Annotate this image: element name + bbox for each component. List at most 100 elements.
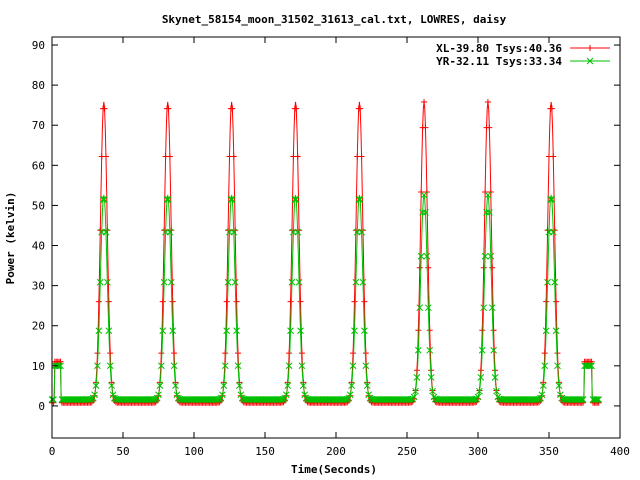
data-point xyxy=(586,362,594,370)
y-tick-label: 90 xyxy=(32,39,45,52)
data-point xyxy=(549,228,557,236)
x-tick-label: 50 xyxy=(116,445,129,458)
data-point xyxy=(548,196,556,203)
data-point xyxy=(576,396,584,403)
data-point xyxy=(284,382,292,390)
legend-label: XL-39.80 Tsys:40.36 xyxy=(436,42,562,55)
data-point xyxy=(585,362,593,370)
data-point xyxy=(548,105,555,112)
x-axis: 0 50 100 150 200 250 300 350 400 xyxy=(49,37,630,458)
data-point xyxy=(277,396,284,403)
data-point xyxy=(106,362,114,370)
data-point xyxy=(294,228,302,236)
data-point xyxy=(297,298,304,305)
data-point xyxy=(484,191,492,199)
data-point xyxy=(55,362,63,370)
data-point xyxy=(166,153,173,160)
data-point xyxy=(352,278,360,286)
data-point xyxy=(410,393,418,401)
series-2 xyxy=(48,191,603,403)
data-point xyxy=(539,382,547,390)
data-point xyxy=(233,298,240,305)
data-point xyxy=(155,391,162,399)
data-point xyxy=(413,374,421,381)
data-point xyxy=(491,374,499,381)
data-point xyxy=(153,394,161,402)
data-point xyxy=(224,278,232,286)
data-point xyxy=(89,394,97,402)
y-tick-label: 20 xyxy=(32,320,45,333)
data-point xyxy=(351,298,358,305)
data-point xyxy=(293,105,300,112)
data-point xyxy=(358,153,365,160)
data-point xyxy=(593,396,601,403)
data-point xyxy=(96,278,104,286)
data-point xyxy=(490,327,497,334)
data-point xyxy=(149,396,157,403)
data-point xyxy=(555,382,563,390)
data-point xyxy=(357,105,364,112)
data-point xyxy=(541,362,549,370)
y-tick-label: 30 xyxy=(32,280,45,293)
data-point xyxy=(348,382,355,390)
data-point xyxy=(281,394,289,402)
data-point xyxy=(91,391,98,399)
data-point xyxy=(426,327,433,334)
data-point xyxy=(299,382,307,390)
data-point xyxy=(592,396,600,403)
data-point xyxy=(288,278,296,286)
x-tick-label: 100 xyxy=(184,445,204,458)
data-point xyxy=(231,278,239,286)
data-point xyxy=(474,393,482,401)
data-point xyxy=(165,105,172,112)
data-point xyxy=(102,153,109,160)
data-point xyxy=(292,196,300,203)
data-point xyxy=(547,196,554,203)
data-point xyxy=(95,327,103,335)
data-point xyxy=(476,387,483,395)
data-point xyxy=(160,278,168,286)
data-point xyxy=(486,124,493,131)
y-tick-label: 50 xyxy=(32,199,45,212)
data-point xyxy=(415,327,422,334)
data-point xyxy=(417,252,425,260)
data-point xyxy=(85,396,93,403)
data-point xyxy=(543,298,550,305)
data-point xyxy=(538,391,546,399)
data-point xyxy=(578,396,586,403)
data-point xyxy=(297,327,304,335)
data-point xyxy=(102,228,110,236)
x-tick-label: 350 xyxy=(539,445,559,458)
data-point xyxy=(156,382,164,390)
data-point xyxy=(104,278,111,286)
data-point xyxy=(351,327,358,335)
data-point xyxy=(423,252,431,260)
data-point xyxy=(416,264,423,271)
data-point xyxy=(108,382,115,390)
data-point xyxy=(298,362,306,370)
y-tick-label: 80 xyxy=(32,79,45,92)
data-point xyxy=(170,362,178,370)
data-point xyxy=(484,98,491,105)
data-point xyxy=(223,327,231,335)
data-point xyxy=(217,394,225,402)
data-point xyxy=(99,196,107,203)
data-point xyxy=(478,346,486,354)
data-point xyxy=(101,105,108,112)
legend-label: YR-32.11 Tsys:33.34 xyxy=(436,55,562,68)
data-point xyxy=(595,396,603,403)
data-point xyxy=(223,298,230,305)
legend-marker xyxy=(586,57,594,65)
data-point xyxy=(359,278,367,286)
y-tick-label: 0 xyxy=(38,400,45,413)
y-tick-label: 70 xyxy=(32,119,45,132)
y-tick-label: 40 xyxy=(32,240,45,253)
data-point xyxy=(291,196,299,203)
data-point xyxy=(159,298,166,305)
data-point xyxy=(163,196,171,203)
data-point xyxy=(579,396,587,403)
data-point xyxy=(422,209,429,216)
data-point xyxy=(361,298,368,305)
data-point xyxy=(480,304,488,312)
